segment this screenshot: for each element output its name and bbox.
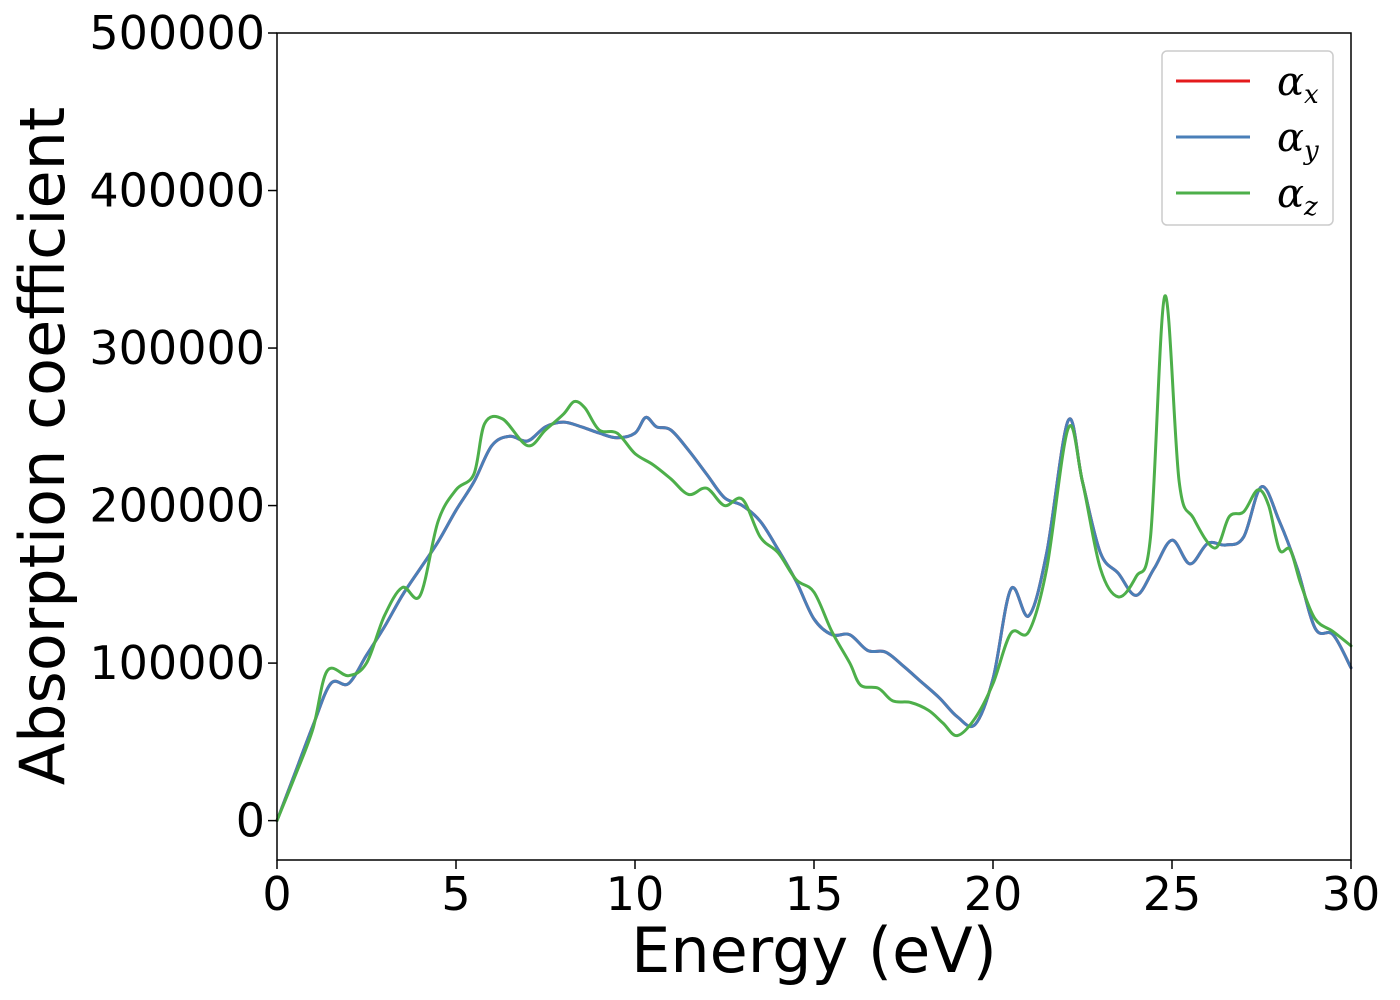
y-tick-label: 100000 [89, 636, 265, 690]
x-axis-label: Energy (eV) [631, 914, 997, 987]
x-tick-label: 15 [785, 867, 844, 921]
y-tick-label: 200000 [89, 479, 265, 533]
legend-symbol: α [1277, 171, 1304, 217]
legend-subscript: z [1303, 192, 1318, 222]
y-tick-label: 400000 [89, 164, 265, 218]
y-tick-label: 300000 [89, 321, 265, 375]
legend-symbol: α [1277, 115, 1304, 161]
x-tick-label: 0 [262, 867, 291, 921]
x-tick-label: 10 [606, 867, 665, 921]
y-tick-label: 500000 [89, 6, 265, 60]
series-line-alpha-y [275, 415, 1353, 823]
legend-label-alpha-y: αy [1277, 115, 1319, 166]
y-axis-label: Absorption coefficient [6, 107, 79, 786]
legend-subscript: x [1304, 80, 1319, 110]
legend-subscript: y [1303, 136, 1319, 166]
legend-label-alpha-x: αx [1277, 59, 1319, 110]
y-axis-ticks: 0 100000 200000 300000 400000 500000 [89, 6, 277, 848]
y-tick-label: 0 [236, 794, 265, 848]
legend-symbol: α [1277, 59, 1304, 105]
x-tick-label: 25 [1143, 867, 1202, 921]
series-line-alpha-z [275, 294, 1353, 823]
legend-label-alpha-z: αz [1277, 171, 1318, 222]
x-tick-label: 30 [1322, 867, 1381, 921]
x-tick-label: 5 [441, 867, 470, 921]
series-layer [275, 294, 1353, 823]
x-tick-label: 20 [964, 867, 1023, 921]
x-axis-ticks: 0 5 10 15 20 25 30 [262, 860, 1380, 921]
